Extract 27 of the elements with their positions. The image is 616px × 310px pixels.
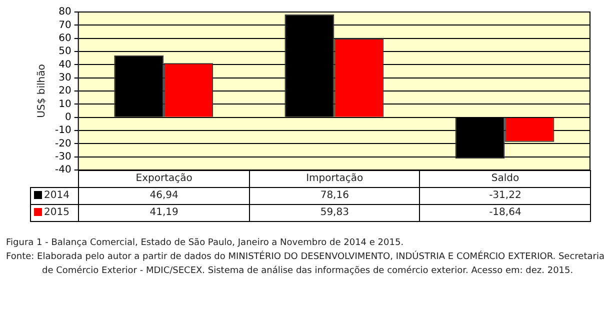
y-tick-label: -20 bbox=[54, 138, 72, 150]
y-tick-label: 60 bbox=[58, 32, 72, 44]
legend-label: 2014 bbox=[30, 187, 80, 205]
y-tick-label: 0 bbox=[64, 112, 72, 123]
y-tick-label: -30 bbox=[54, 151, 72, 162]
data-label: 41,19 bbox=[78, 204, 250, 222]
legend-label: 2015 bbox=[30, 204, 80, 222]
y-axis-title: US$ bilhão bbox=[36, 64, 48, 118]
y-tick-label: 50 bbox=[58, 46, 72, 58]
x-tick-label: Saldo bbox=[419, 170, 591, 188]
y-tick-label: 40 bbox=[58, 59, 72, 70]
source-note: Fonte: Elaborada pelo autor a partir de dados do MINISTÉRIO DO DESENVOLVIMENTO, INDÚSTRIA E COMÉRCIO EXTERIOR. Secretaria de Comércio Exterior - MDIC/SECEX. Sistema de análise das informações de comércio exterior. Acesso em: dez. 2015. bbox=[6, 250, 606, 278]
y-tick-label: 80 bbox=[58, 6, 72, 18]
y-tick-label: 20 bbox=[58, 86, 72, 97]
data-label: -31,22 bbox=[419, 187, 591, 205]
data-label: 59,83 bbox=[248, 204, 420, 222]
y-tick-label: -40 bbox=[54, 164, 72, 176]
data-label: -18,64 bbox=[419, 204, 591, 222]
y-tick-label: 10 bbox=[58, 98, 72, 110]
data-label: 46,94 bbox=[78, 187, 250, 205]
x-tick-label: Exportação bbox=[78, 170, 250, 188]
y-tick-label: -10 bbox=[54, 125, 72, 136]
x-tick-label: Importação bbox=[248, 170, 420, 188]
data-label: 78,16 bbox=[248, 187, 420, 205]
text: Figura 1 - Balança Comercial, Estado de São Paulo, Janeiro a Novembro de 2014 e 2015. bbox=[6, 237, 405, 250]
y-tick-label: 70 bbox=[58, 20, 72, 31]
y-tick-label: 30 bbox=[58, 72, 72, 84]
